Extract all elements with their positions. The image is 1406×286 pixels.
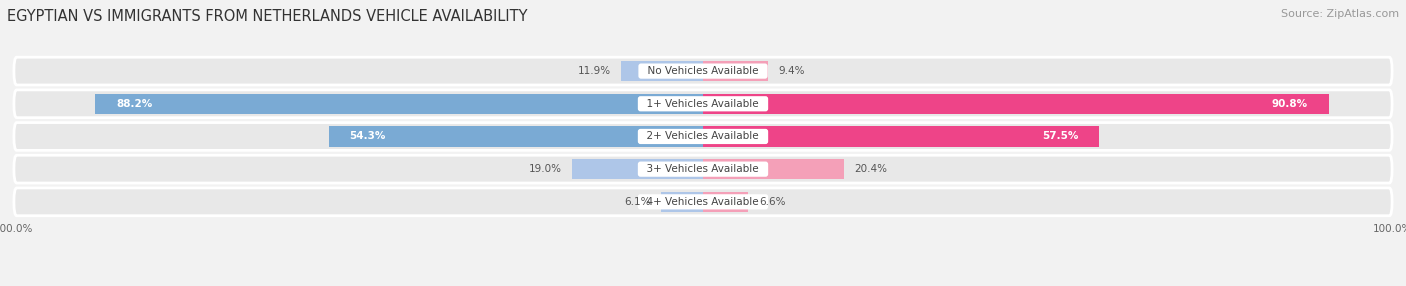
Text: 20.4%: 20.4%: [853, 164, 887, 174]
FancyBboxPatch shape: [14, 188, 1392, 216]
Text: No Vehicles Available: No Vehicles Available: [641, 66, 765, 76]
Bar: [703, 126, 1099, 147]
Bar: [703, 159, 844, 179]
Text: 9.4%: 9.4%: [778, 66, 804, 76]
Bar: [621, 61, 703, 81]
Text: 4+ Vehicles Available: 4+ Vehicles Available: [641, 197, 765, 207]
Bar: [703, 94, 1329, 114]
Text: Source: ZipAtlas.com: Source: ZipAtlas.com: [1281, 9, 1399, 19]
Bar: [572, 159, 703, 179]
Text: 54.3%: 54.3%: [350, 132, 385, 142]
Bar: [329, 126, 703, 147]
Text: 6.1%: 6.1%: [624, 197, 651, 207]
Text: 1+ Vehicles Available: 1+ Vehicles Available: [641, 99, 765, 109]
FancyBboxPatch shape: [14, 57, 1392, 85]
Text: 6.6%: 6.6%: [759, 197, 786, 207]
FancyBboxPatch shape: [14, 155, 1392, 183]
Bar: [703, 61, 768, 81]
Text: 90.8%: 90.8%: [1272, 99, 1308, 109]
FancyBboxPatch shape: [14, 90, 1392, 118]
Text: 2+ Vehicles Available: 2+ Vehicles Available: [641, 132, 765, 142]
Text: 3+ Vehicles Available: 3+ Vehicles Available: [641, 164, 765, 174]
FancyBboxPatch shape: [14, 123, 1392, 150]
Bar: [703, 192, 748, 212]
Text: 57.5%: 57.5%: [1042, 132, 1078, 142]
Text: 11.9%: 11.9%: [578, 66, 610, 76]
Text: EGYPTIAN VS IMMIGRANTS FROM NETHERLANDS VEHICLE AVAILABILITY: EGYPTIAN VS IMMIGRANTS FROM NETHERLANDS …: [7, 9, 527, 23]
Bar: [96, 94, 703, 114]
Bar: [661, 192, 703, 212]
Text: 88.2%: 88.2%: [115, 99, 152, 109]
Text: 19.0%: 19.0%: [529, 164, 562, 174]
